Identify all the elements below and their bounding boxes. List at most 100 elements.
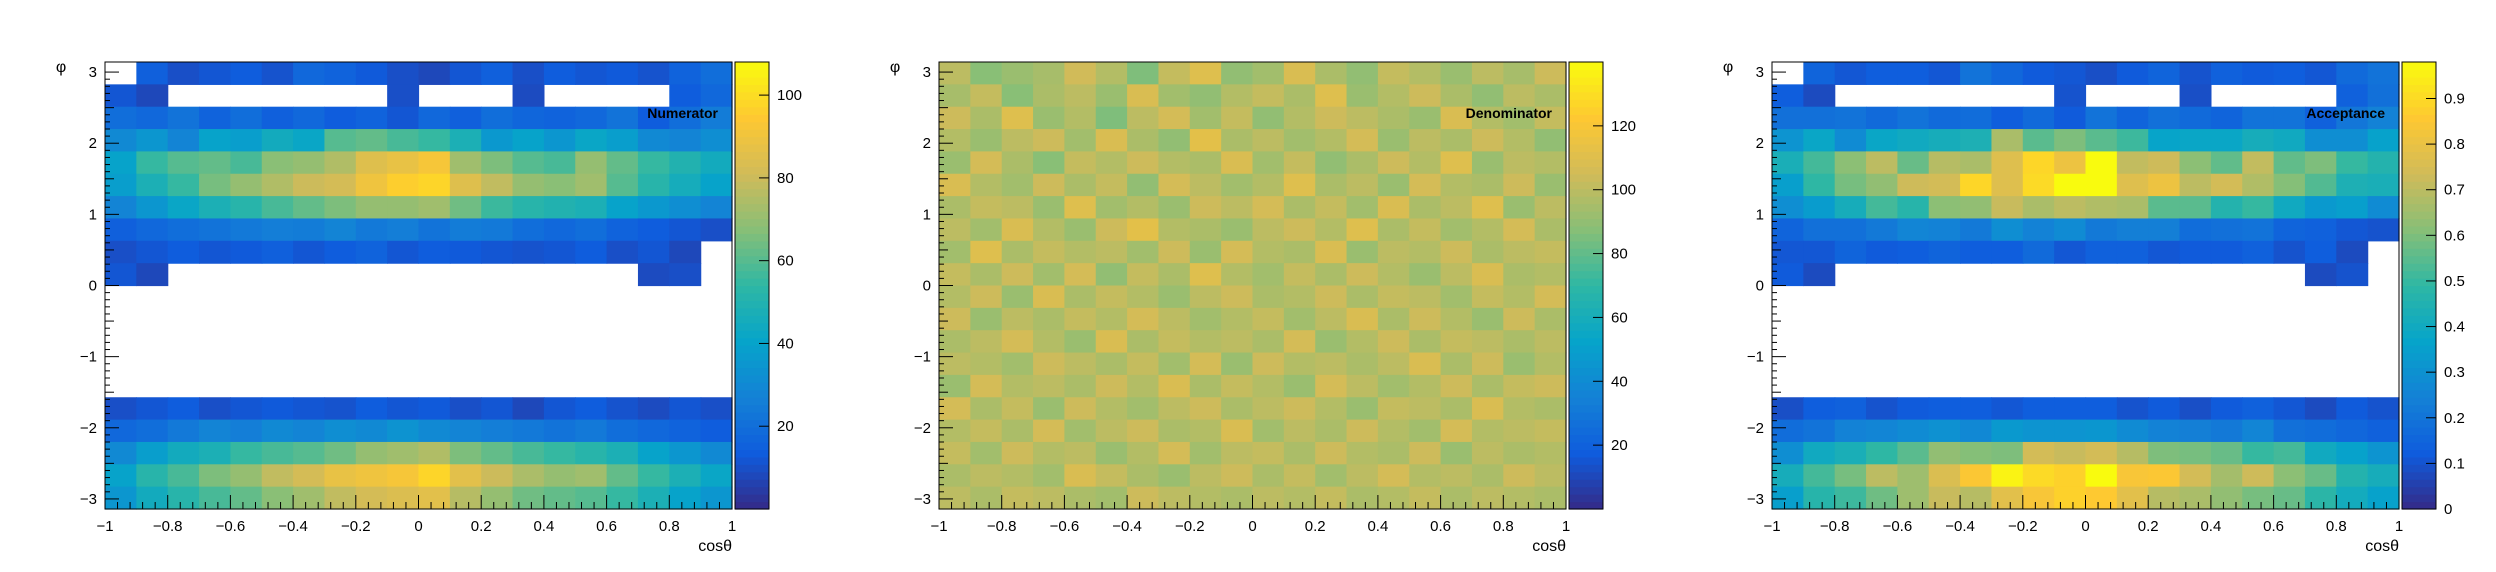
heatmap-cell (136, 419, 169, 443)
heatmap-cell (199, 173, 231, 197)
heatmap-cell (1189, 218, 1222, 242)
heatmap-cells (939, 62, 1567, 510)
heatmap-cell (2336, 397, 2369, 421)
heatmap-cell (1834, 419, 1867, 443)
heatmap-cell (1315, 129, 1348, 152)
heatmap-cell (1991, 397, 2024, 421)
heatmap-cell (2022, 151, 2055, 175)
heatmap-cell (1095, 285, 1128, 309)
heatmap-cell (1803, 263, 1836, 287)
heatmap-cell (1928, 62, 1961, 85)
heatmap-cell (512, 129, 545, 152)
x-tick-label: 1 (2395, 518, 2403, 535)
heatmap-cell (1095, 173, 1128, 197)
heatmap-cell (543, 106, 576, 130)
heatmap-cell (1033, 352, 1065, 376)
heatmap-cell (1127, 330, 1160, 354)
heatmap-cell (2367, 84, 2400, 108)
heatmap-cell (324, 106, 357, 130)
heatmap-cell (1471, 397, 1504, 421)
heatmap-cell (1221, 84, 1254, 108)
heatmap-cell (2148, 464, 2181, 488)
heatmap-cell (105, 263, 137, 287)
heatmap-cell (1001, 397, 1034, 421)
heatmap-cell (2085, 151, 2118, 175)
heatmap-cell (167, 397, 200, 421)
heatmap-cell (136, 486, 169, 510)
heatmap-cell (1221, 307, 1254, 331)
y-axis: −3 −2 −1 0 1 2 3 φ (1723, 59, 1786, 508)
heatmap-cell (261, 218, 294, 242)
x-tick-label: −0.4 (278, 518, 308, 535)
heatmap-cell (1866, 196, 1898, 220)
heatmap-cell (1928, 464, 1961, 488)
heatmap-cell (167, 129, 200, 152)
heatmap-cell (418, 151, 451, 175)
color-bar-tick-label: 0.4 (2444, 319, 2465, 336)
color-bar-segment (735, 143, 769, 152)
heatmap-cell (418, 397, 451, 421)
heatmap-cell (1315, 151, 1348, 175)
heatmap-cell (2367, 397, 2400, 421)
heatmap-cell (1440, 84, 1473, 108)
color-bar-segment (1569, 196, 1603, 205)
heatmap-cell (1440, 240, 1473, 264)
heatmap-cell (939, 106, 971, 130)
heatmap-cell (105, 84, 137, 108)
heatmap-cell (1440, 374, 1473, 398)
heatmap-cell (1346, 464, 1379, 488)
y-tick-label: 0 (89, 278, 97, 295)
x-axis-label: cosθ (2365, 538, 2399, 555)
heatmap-cell (1158, 397, 1191, 421)
heatmap-cell (1897, 196, 1930, 220)
heatmap-cell (1471, 151, 1504, 175)
heatmap-cell (199, 397, 231, 421)
color-bar-segment (735, 114, 769, 123)
heatmap-cell (1991, 218, 2024, 242)
color-bar-segment (735, 248, 769, 257)
heatmap-cell (2242, 464, 2275, 488)
heatmap-cell (1189, 151, 1222, 175)
heatmap-cell (1471, 464, 1504, 488)
y-axis: −3 −2 −1 0 1 2 3 φ (56, 59, 119, 508)
heatmap-cell (1471, 374, 1504, 398)
heatmap-cell (1064, 352, 1097, 376)
heatmap-cell (2367, 151, 2400, 175)
heatmap-cell (387, 84, 420, 108)
heatmap-cell (669, 62, 702, 85)
color-bar-segment (2402, 404, 2436, 413)
heatmap-cell (293, 173, 326, 197)
color-bar: 0 0.1 0.2 0.3 0.4 0.5 0.6 0.7 0.8 0.9 (2401, 61, 2465, 518)
heatmap-cell (1440, 441, 1473, 465)
heatmap-cell (167, 240, 200, 264)
x-tick-label: 0 (2081, 518, 2089, 535)
heatmap-cell (700, 486, 733, 510)
color-bar-segment (1569, 136, 1603, 145)
heatmap-cell (1866, 441, 1898, 465)
color-bar-segment (2402, 434, 2436, 443)
heatmap-cell (970, 441, 1003, 465)
heatmap-cell (1221, 397, 1254, 421)
x-tick-label: −1 (96, 518, 113, 535)
heatmap-cell (1991, 419, 2024, 443)
heatmap-cell (970, 374, 1003, 398)
color-bar-segment (735, 62, 769, 71)
heatmap-cell (1471, 240, 1504, 264)
x-tick-label: 0.4 (533, 518, 554, 535)
heatmap-cell (1409, 330, 1442, 354)
heatmap-cell (2148, 240, 2181, 264)
heatmap-cell (1221, 240, 1254, 264)
heatmap-cell (1221, 62, 1254, 85)
color-bar-segment (2402, 389, 2436, 398)
heatmap-cell (387, 106, 420, 130)
heatmap-cell (1315, 441, 1348, 465)
heatmap-cell (1095, 263, 1128, 287)
heatmap-cell (2242, 62, 2275, 85)
heatmap-cell (355, 151, 388, 175)
heatmap-cell (1834, 173, 1867, 197)
y-axis-label: φ (890, 59, 900, 76)
color-bar-segment (2402, 151, 2436, 160)
heatmap-cell (1033, 486, 1065, 510)
heatmap-cell (136, 441, 169, 465)
